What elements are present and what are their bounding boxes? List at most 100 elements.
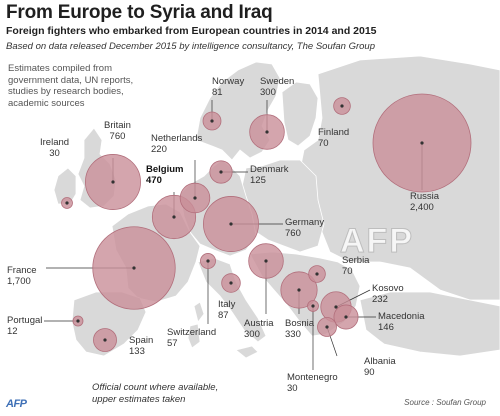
footnote-line-2: upper estimates taken [92, 393, 186, 405]
dot-italy [229, 281, 233, 285]
dot-serbia [315, 272, 319, 276]
country-name: Portugal [7, 315, 43, 326]
label-britain: Britain 760 [104, 120, 131, 142]
fighter-count: 125 [250, 175, 266, 186]
label-montenegro: Montenegro 30 [287, 372, 338, 394]
dot-portugal [76, 319, 80, 323]
dot-sweden [265, 130, 269, 134]
dot-russia [420, 141, 424, 145]
fighter-count: 300 [244, 329, 260, 340]
country-name: Austria [244, 318, 274, 329]
country-name: Britain [104, 120, 131, 131]
fighter-count: 30 [287, 383, 298, 394]
fighter-count: 760 [285, 228, 301, 239]
fighter-count: 232 [372, 294, 388, 305]
label-sweden: Sweden 300 [260, 76, 294, 98]
dot-spain [103, 338, 107, 342]
label-macedonia: Macedonia 146 [378, 311, 424, 333]
label-bosnia: Bosnia 330 [285, 318, 314, 340]
fighter-count: 470 [146, 175, 162, 186]
dot-montenegro [311, 304, 315, 308]
country-name: Spain [129, 335, 154, 346]
country-name: Switzerland [167, 327, 217, 338]
dot-bosnia [297, 288, 301, 292]
fighter-count: 70 [318, 138, 329, 149]
label-austria: Austria 300 [244, 318, 274, 340]
label-norway: Norway 81 [212, 76, 244, 98]
label-finland: Finland 70 [318, 127, 349, 149]
country-name: Albania [364, 356, 396, 367]
country-name: Denmark [250, 164, 289, 175]
label-kosovo: Kosovo 232 [372, 283, 404, 305]
fighter-count: 90 [364, 367, 375, 378]
country-name: Kosovo [372, 283, 404, 294]
label-ireland: Ireland 30 [40, 137, 69, 159]
fighter-count: 81 [212, 87, 223, 98]
dot-finland [340, 104, 344, 108]
label-portugal: Portugal 12 [7, 315, 42, 337]
fighter-count: 146 [378, 322, 394, 333]
country-name: Bosnia [285, 318, 315, 329]
footnote: Official count where available, upper es… [92, 382, 218, 405]
country-name: Germany [285, 217, 325, 228]
fighter-count: 2,400 [410, 202, 434, 213]
dot-albania [325, 325, 329, 329]
afp-watermark: AFP [340, 222, 414, 261]
dot-britain [111, 180, 115, 184]
dot-france [132, 266, 136, 270]
label-albania: Albania 90 [364, 356, 396, 378]
fighter-count: 30 [49, 148, 60, 159]
map-title: From Europe to Syria and Iraq [6, 2, 273, 23]
dot-ireland [65, 201, 69, 205]
dot-netherlands [193, 196, 197, 200]
dot-macedonia [344, 315, 348, 319]
afp-logo: AFP [6, 398, 27, 410]
country-name: France [7, 265, 37, 276]
label-switzerland: Switzerland 57 [167, 327, 216, 349]
country-name: Sweden [260, 76, 295, 87]
methodology-note: Estimates compiled from government data,… [8, 63, 134, 109]
fighter-count: 133 [129, 346, 145, 357]
dot-austria [264, 259, 268, 263]
fighter-count: 300 [260, 87, 276, 98]
map-subtitle: Foreign fighters who embarked from Europ… [6, 25, 377, 37]
header: From Europe to Syria and Iraq Foreign fi… [6, 2, 496, 53]
dot-norway [210, 119, 214, 123]
fighter-count: 330 [285, 329, 301, 340]
label-denmark: Denmark 125 [250, 164, 289, 186]
dot-germany [229, 222, 233, 226]
country-name: Serbia [342, 255, 370, 266]
source-note: Source : Soufan Group [404, 398, 486, 407]
label-belgium: Belgium 470 [146, 164, 183, 186]
label-germany: Germany 760 [285, 217, 324, 239]
center-dots [65, 104, 424, 342]
label-france: France 1,700 [7, 265, 37, 287]
country-name: Montenegro [287, 372, 338, 383]
label-netherlands: Netherlands 220 [151, 133, 202, 155]
label-italy: Italy 87 [218, 299, 235, 321]
country-name: Finland [318, 127, 350, 138]
fighter-count: 1,700 [7, 276, 31, 287]
fighter-count: 57 [167, 338, 178, 349]
dot-denmark [219, 170, 223, 174]
fighter-count: 87 [218, 310, 229, 321]
label-spain: Spain 133 [129, 335, 153, 357]
fighter-count: 760 [109, 131, 126, 142]
dot-kosovo [334, 305, 338, 309]
country-name: Macedonia [378, 311, 425, 322]
based-on-note: Based on data released December 2015 by … [6, 41, 375, 52]
fighter-count: 70 [342, 266, 353, 277]
dot-belgium [172, 215, 176, 219]
footnote-line-1: Official count where available, [92, 382, 219, 393]
country-name: Norway [212, 76, 245, 87]
country-name: Netherlands [151, 133, 203, 144]
fighter-count: 220 [151, 144, 167, 155]
fighter-count: 12 [7, 326, 18, 337]
country-name: Belgium [146, 164, 184, 175]
country-name: Russia [410, 191, 440, 202]
label-serbia: Serbia 70 [342, 255, 369, 277]
dot-switzerland [206, 259, 210, 263]
country-name: Ireland [40, 137, 70, 148]
country-name: Italy [218, 299, 236, 310]
